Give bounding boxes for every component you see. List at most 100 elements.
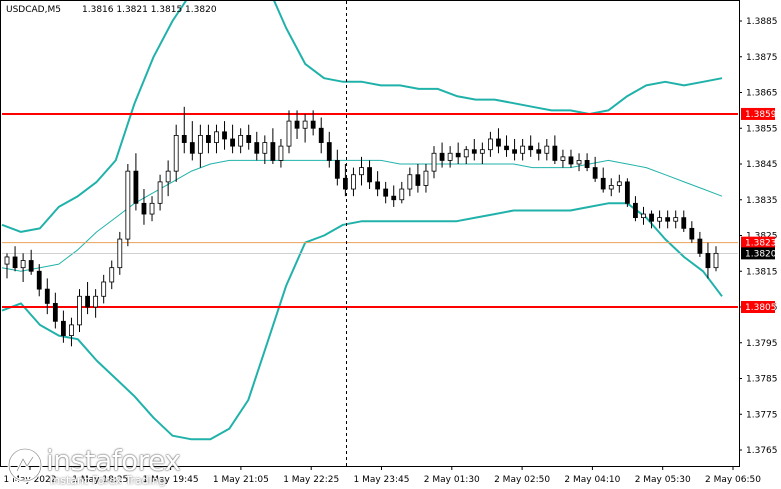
candle <box>310 110 316 136</box>
candle <box>657 210 663 229</box>
price-badge-bg <box>741 107 775 120</box>
y-tick-label: 1.3875 <box>746 53 778 63</box>
price-badge-label: 1.3820 <box>745 249 777 259</box>
candle-body <box>52 303 58 322</box>
logo-wordmark: instaforex <box>46 444 181 477</box>
candle-body <box>12 256 18 269</box>
candle-body <box>181 134 187 143</box>
y-tick-label: 1.3845 <box>746 160 778 170</box>
candle <box>117 231 123 275</box>
candle-body <box>28 260 34 272</box>
candle <box>624 178 630 207</box>
candle-body <box>286 120 292 147</box>
candle <box>520 138 526 161</box>
candle <box>318 117 324 154</box>
candle <box>665 210 671 229</box>
instaforex-emblem-icon <box>7 447 43 483</box>
candle-body <box>455 152 461 158</box>
candle <box>552 135 558 164</box>
candle <box>600 167 606 193</box>
candle-body <box>351 174 356 190</box>
candle <box>60 310 66 343</box>
candle-body <box>222 131 227 140</box>
candle-body <box>439 152 445 161</box>
candle <box>488 131 493 157</box>
candle <box>641 206 646 225</box>
y-tick-label: 1.3835 <box>746 196 778 206</box>
candle-body <box>649 213 654 222</box>
candle-body <box>399 188 405 201</box>
candle-body <box>447 152 453 161</box>
candle <box>286 110 292 154</box>
candle <box>713 246 719 272</box>
candle-body <box>560 156 566 161</box>
y-tick-label: 1.3865 <box>746 89 778 99</box>
y-tick-label: 1.3765 <box>746 446 778 456</box>
candle <box>592 156 598 182</box>
candle <box>326 131 332 168</box>
logo-tagline: Instant Forex Trading <box>50 474 166 487</box>
candle <box>157 174 163 211</box>
candle <box>52 292 58 329</box>
candle <box>528 135 534 157</box>
candle <box>238 128 244 154</box>
candle-body <box>657 217 663 222</box>
candle-body <box>334 160 340 179</box>
candle-body <box>246 134 252 143</box>
x-tick-label: 2 May 02:50 <box>494 475 550 485</box>
candle <box>149 196 155 222</box>
candle-body <box>342 177 348 190</box>
candle <box>254 131 260 161</box>
candle-body <box>359 167 364 176</box>
candle-body <box>681 217 687 229</box>
price-badge: 1.3805 <box>741 301 777 313</box>
candle-body <box>463 149 469 158</box>
price-badge-bg <box>741 247 775 260</box>
price-badge-label: 1.3859 <box>745 110 777 120</box>
candle-body <box>125 170 131 240</box>
candle <box>28 249 34 275</box>
candle <box>222 121 227 150</box>
candle-body <box>528 145 534 151</box>
candle-body <box>512 149 517 154</box>
candle-body <box>326 142 332 161</box>
time-axis: 1 May 2022 1 May 18:25 1 May 19:45 1 May 21… <box>4 466 761 485</box>
candle-body <box>270 142 276 161</box>
candle <box>262 135 268 164</box>
candle <box>697 231 703 257</box>
candle-body <box>496 138 501 147</box>
x-tick-label: 1 May 23:45 <box>354 475 410 485</box>
candle-body <box>133 170 139 204</box>
candle-body <box>544 145 550 154</box>
candle-body <box>673 217 679 222</box>
candle-body <box>713 252 719 269</box>
symbol-label: USDCAD,M5 <box>6 5 61 15</box>
candle <box>133 153 139 211</box>
candle <box>93 289 99 318</box>
price-badge: 1.3820 <box>741 247 777 260</box>
candle-body <box>415 174 421 186</box>
candle-body <box>633 202 638 219</box>
candle <box>141 189 147 225</box>
candle-body <box>165 170 171 183</box>
candle <box>576 153 582 172</box>
candle <box>197 124 203 168</box>
ohlc-values: 1.3816 1.3821 1.3815 1.3820 <box>82 5 217 15</box>
price-badge-bg <box>741 301 775 313</box>
candle-body <box>206 134 211 143</box>
candle <box>415 164 421 193</box>
candle-body <box>608 185 614 190</box>
candle <box>544 138 550 161</box>
candle-body <box>310 120 316 129</box>
candle <box>334 149 340 186</box>
candle <box>206 124 211 154</box>
candle-body <box>109 267 115 283</box>
candle <box>4 253 10 279</box>
candle <box>496 128 501 154</box>
candle <box>101 274 107 304</box>
candle <box>359 156 364 186</box>
candle <box>181 106 187 154</box>
candle-body <box>375 181 381 190</box>
